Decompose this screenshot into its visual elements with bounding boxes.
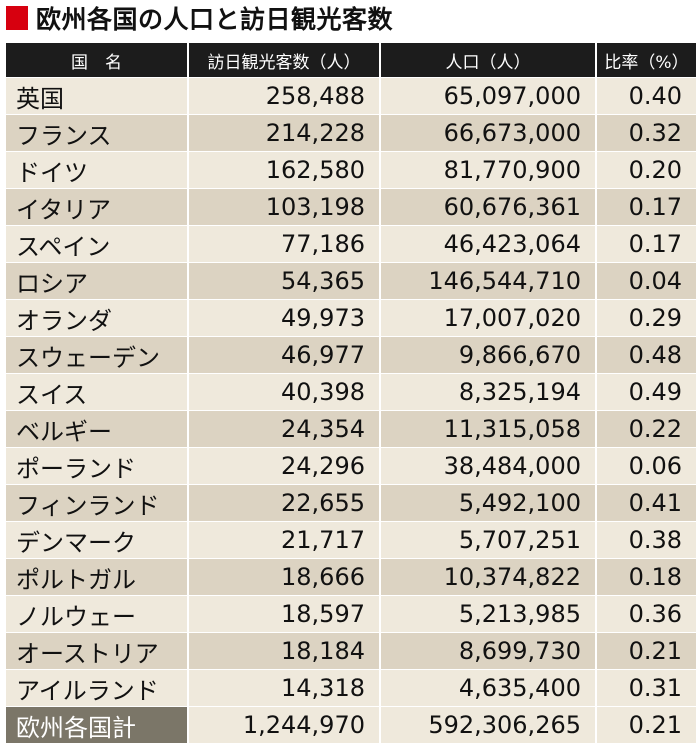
cell-country: フランス [6, 115, 188, 152]
cell-country: ベルギー [6, 411, 188, 448]
cell-visitors: 162,580 [188, 152, 380, 189]
cell-country: オーストリア [6, 633, 188, 670]
cell-ratio: 0.06 [596, 448, 696, 485]
cell-ratio: 0.38 [596, 522, 696, 559]
total-visitors: 1,244,970 [188, 707, 380, 743]
cell-ratio: 0.48 [596, 337, 696, 374]
cell-country: 英国 [6, 78, 188, 115]
cell-visitors: 18,597 [188, 596, 380, 633]
cell-population: 60,676,361 [380, 189, 596, 226]
header-visitors: 訪日観光客数（人） [188, 43, 380, 78]
cell-country: オランダ [6, 300, 188, 337]
cell-visitors: 54,365 [188, 263, 380, 300]
cell-visitors: 24,296 [188, 448, 380, 485]
cell-population: 10,374,822 [380, 559, 596, 596]
cell-population: 5,492,100 [380, 485, 596, 522]
cell-visitors: 258,488 [188, 78, 380, 115]
cell-population: 5,707,251 [380, 522, 596, 559]
cell-country: ノルウェー [6, 596, 188, 633]
title-accent-mark [6, 6, 28, 30]
cell-population: 66,673,000 [380, 115, 596, 152]
cell-population: 65,097,000 [380, 78, 596, 115]
cell-visitors: 103,198 [188, 189, 380, 226]
cell-population: 146,544,710 [380, 263, 596, 300]
cell-country: フィンランド [6, 485, 188, 522]
cell-ratio: 0.29 [596, 300, 696, 337]
cell-ratio: 0.41 [596, 485, 696, 522]
total-population: 592,306,265 [380, 707, 596, 743]
cell-visitors: 22,655 [188, 485, 380, 522]
cell-ratio: 0.17 [596, 226, 696, 263]
cell-country: アイルランド [6, 670, 188, 707]
cell-visitors: 214,228 [188, 115, 380, 152]
cell-country: ポーランド [6, 448, 188, 485]
cell-population: 11,315,058 [380, 411, 596, 448]
cell-country: イタリア [6, 189, 188, 226]
cell-visitors: 77,186 [188, 226, 380, 263]
cell-ratio: 0.04 [596, 263, 696, 300]
cell-population: 38,484,000 [380, 448, 596, 485]
title-bar: 欧州各国の人口と訪日観光客数 [0, 0, 700, 36]
page-title: 欧州各国の人口と訪日観光客数 [36, 0, 393, 36]
total-ratio: 0.21 [596, 707, 696, 743]
cell-population: 81,770,900 [380, 152, 596, 189]
cell-ratio: 0.36 [596, 596, 696, 633]
cell-visitors: 24,354 [188, 411, 380, 448]
cell-visitors: 18,666 [188, 559, 380, 596]
cell-visitors: 21,717 [188, 522, 380, 559]
cell-population: 4,635,400 [380, 670, 596, 707]
cell-population: 8,699,730 [380, 633, 596, 670]
cell-ratio: 0.22 [596, 411, 696, 448]
cell-country: ドイツ [6, 152, 188, 189]
cell-visitors: 18,184 [188, 633, 380, 670]
table-header-row: 国 名 訪日観光客数（人） 人口（人） 比率（%） [6, 43, 696, 78]
cell-country: ポルトガル [6, 559, 188, 596]
cell-population: 46,423,064 [380, 226, 596, 263]
header-population: 人口（人） [380, 43, 596, 78]
cell-visitors: 40,398 [188, 374, 380, 411]
cell-ratio: 0.49 [596, 374, 696, 411]
cell-population: 9,866,670 [380, 337, 596, 374]
header-ratio: 比率（%） [596, 43, 696, 78]
cell-ratio: 0.31 [596, 670, 696, 707]
cell-ratio: 0.21 [596, 633, 696, 670]
cell-population: 8,325,194 [380, 374, 596, 411]
cell-visitors: 46,977 [188, 337, 380, 374]
header-country: 国 名 [6, 43, 188, 78]
cell-country: スウェーデン [6, 337, 188, 374]
cell-ratio: 0.17 [596, 189, 696, 226]
cell-ratio: 0.20 [596, 152, 696, 189]
cell-population: 5,213,985 [380, 596, 596, 633]
cell-visitors: 49,973 [188, 300, 380, 337]
cell-country: スイス [6, 374, 188, 411]
cell-ratio: 0.40 [596, 78, 696, 115]
total-country: 欧州各国計 [6, 707, 188, 743]
cell-visitors: 14,318 [188, 670, 380, 707]
cell-country: デンマーク [6, 522, 188, 559]
cell-population: 17,007,020 [380, 300, 596, 337]
cell-country: スペイン [6, 226, 188, 263]
cell-ratio: 0.32 [596, 115, 696, 152]
cell-ratio: 0.18 [596, 559, 696, 596]
cell-country: ロシア [6, 263, 188, 300]
